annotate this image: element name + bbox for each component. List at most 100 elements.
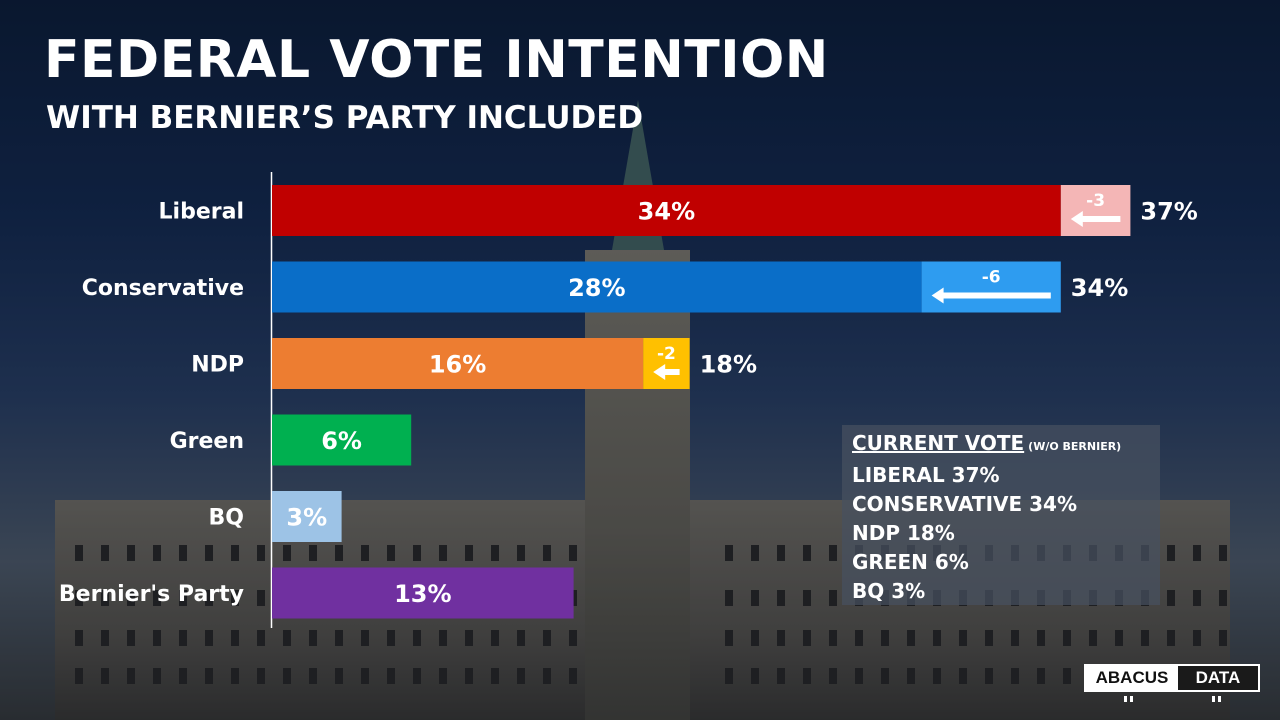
building-window (283, 668, 291, 684)
abacus-data-logo: ABACUS DATA (1084, 664, 1260, 704)
building-window (101, 590, 109, 606)
category-label: NDP (191, 353, 244, 378)
building-window (777, 590, 785, 606)
building-window (933, 630, 941, 646)
bar-current (272, 338, 644, 389)
building-window (361, 630, 369, 646)
building-window (803, 545, 811, 561)
building-window (205, 630, 213, 646)
building-window (309, 545, 317, 561)
building-window (205, 668, 213, 684)
building-window (465, 630, 473, 646)
change-label: -3 (1086, 191, 1105, 211)
current-vote-item: NDP 18% (852, 521, 955, 545)
building-window (127, 630, 135, 646)
building-window (153, 630, 161, 646)
building-window (335, 630, 343, 646)
building-window (1063, 630, 1071, 646)
building-window (153, 590, 161, 606)
change-label: -6 (982, 268, 1001, 288)
previous-total-label: 37% (1140, 198, 1197, 226)
building-window (959, 668, 967, 684)
current-vote-box: CURRENT VOTE (W/O BERNIER) LIBERAL 37% CO… (842, 425, 1160, 605)
building-window (1037, 630, 1045, 646)
bar-change-segment (1060, 185, 1131, 236)
building-window (907, 630, 915, 646)
building-window (1167, 590, 1175, 606)
current-vote-item: BQ 3% (852, 579, 926, 603)
building-window (517, 668, 525, 684)
building-window (413, 668, 421, 684)
logo-part-data: DATA (1178, 666, 1258, 690)
building-window (829, 630, 837, 646)
building-window (777, 630, 785, 646)
building-window (777, 545, 785, 561)
change-label: -2 (657, 344, 676, 364)
category-label: Green (170, 429, 244, 454)
building-window (179, 545, 187, 561)
bar-value-label: 6% (321, 427, 362, 455)
building-window (127, 590, 135, 606)
building-window (257, 590, 265, 606)
building-window (569, 668, 577, 684)
building-window (725, 630, 733, 646)
category-label: Liberal (159, 200, 244, 225)
current-vote-note: (W/O BERNIER) (1028, 440, 1122, 453)
building-window (179, 590, 187, 606)
building-window (569, 630, 577, 646)
bar-current (272, 414, 412, 466)
building-window (1167, 545, 1175, 561)
building-window (231, 590, 239, 606)
bar-current (272, 567, 574, 619)
building-window (75, 590, 83, 606)
building-window (803, 590, 811, 606)
current-vote-item: CONSERVATIVE 34% (852, 492, 1077, 516)
bar-value-label: 13% (394, 580, 451, 608)
building-window (829, 590, 837, 606)
building-window (179, 630, 187, 646)
previous-total-label: 34% (1071, 274, 1128, 302)
building-window (1141, 630, 1149, 646)
bar-value-label: 28% (568, 274, 625, 302)
building-window (101, 630, 109, 646)
building-window (387, 630, 395, 646)
building-window (231, 545, 239, 561)
building-window (153, 545, 161, 561)
building-window (803, 668, 811, 684)
building-window (257, 668, 265, 684)
building-window (543, 630, 551, 646)
building-window (1219, 545, 1227, 561)
change-arrow-head (653, 364, 666, 380)
building-window (439, 668, 447, 684)
building-window (855, 630, 863, 646)
building-window (751, 545, 759, 561)
building-window (413, 630, 421, 646)
building-window (855, 668, 863, 684)
current-vote-item: LIBERAL 37% (852, 463, 1000, 487)
logo-part-abacus: ABACUS (1086, 666, 1178, 690)
bar-change-segment (643, 338, 690, 389)
building-window (543, 545, 551, 561)
building-window (881, 668, 889, 684)
building-window (75, 545, 83, 561)
building-window (387, 545, 395, 561)
category-label: Conservative (82, 276, 244, 301)
chart-title: FEDERAL VOTE INTENTION (44, 30, 829, 90)
building-window (439, 545, 447, 561)
building-window (985, 668, 993, 684)
peace-tower (585, 250, 690, 720)
building-window (309, 668, 317, 684)
building-window (231, 630, 239, 646)
bar-value-label: 3% (286, 504, 327, 532)
building-window (75, 630, 83, 646)
building-window (387, 668, 395, 684)
building-window (751, 590, 759, 606)
building-window (257, 545, 265, 561)
building-window (283, 545, 291, 561)
building-window (751, 630, 759, 646)
building-window (1011, 668, 1019, 684)
logo-ticks (1084, 694, 1260, 702)
building-window (517, 630, 525, 646)
building-window (1089, 630, 1097, 646)
building-window (1219, 630, 1227, 646)
